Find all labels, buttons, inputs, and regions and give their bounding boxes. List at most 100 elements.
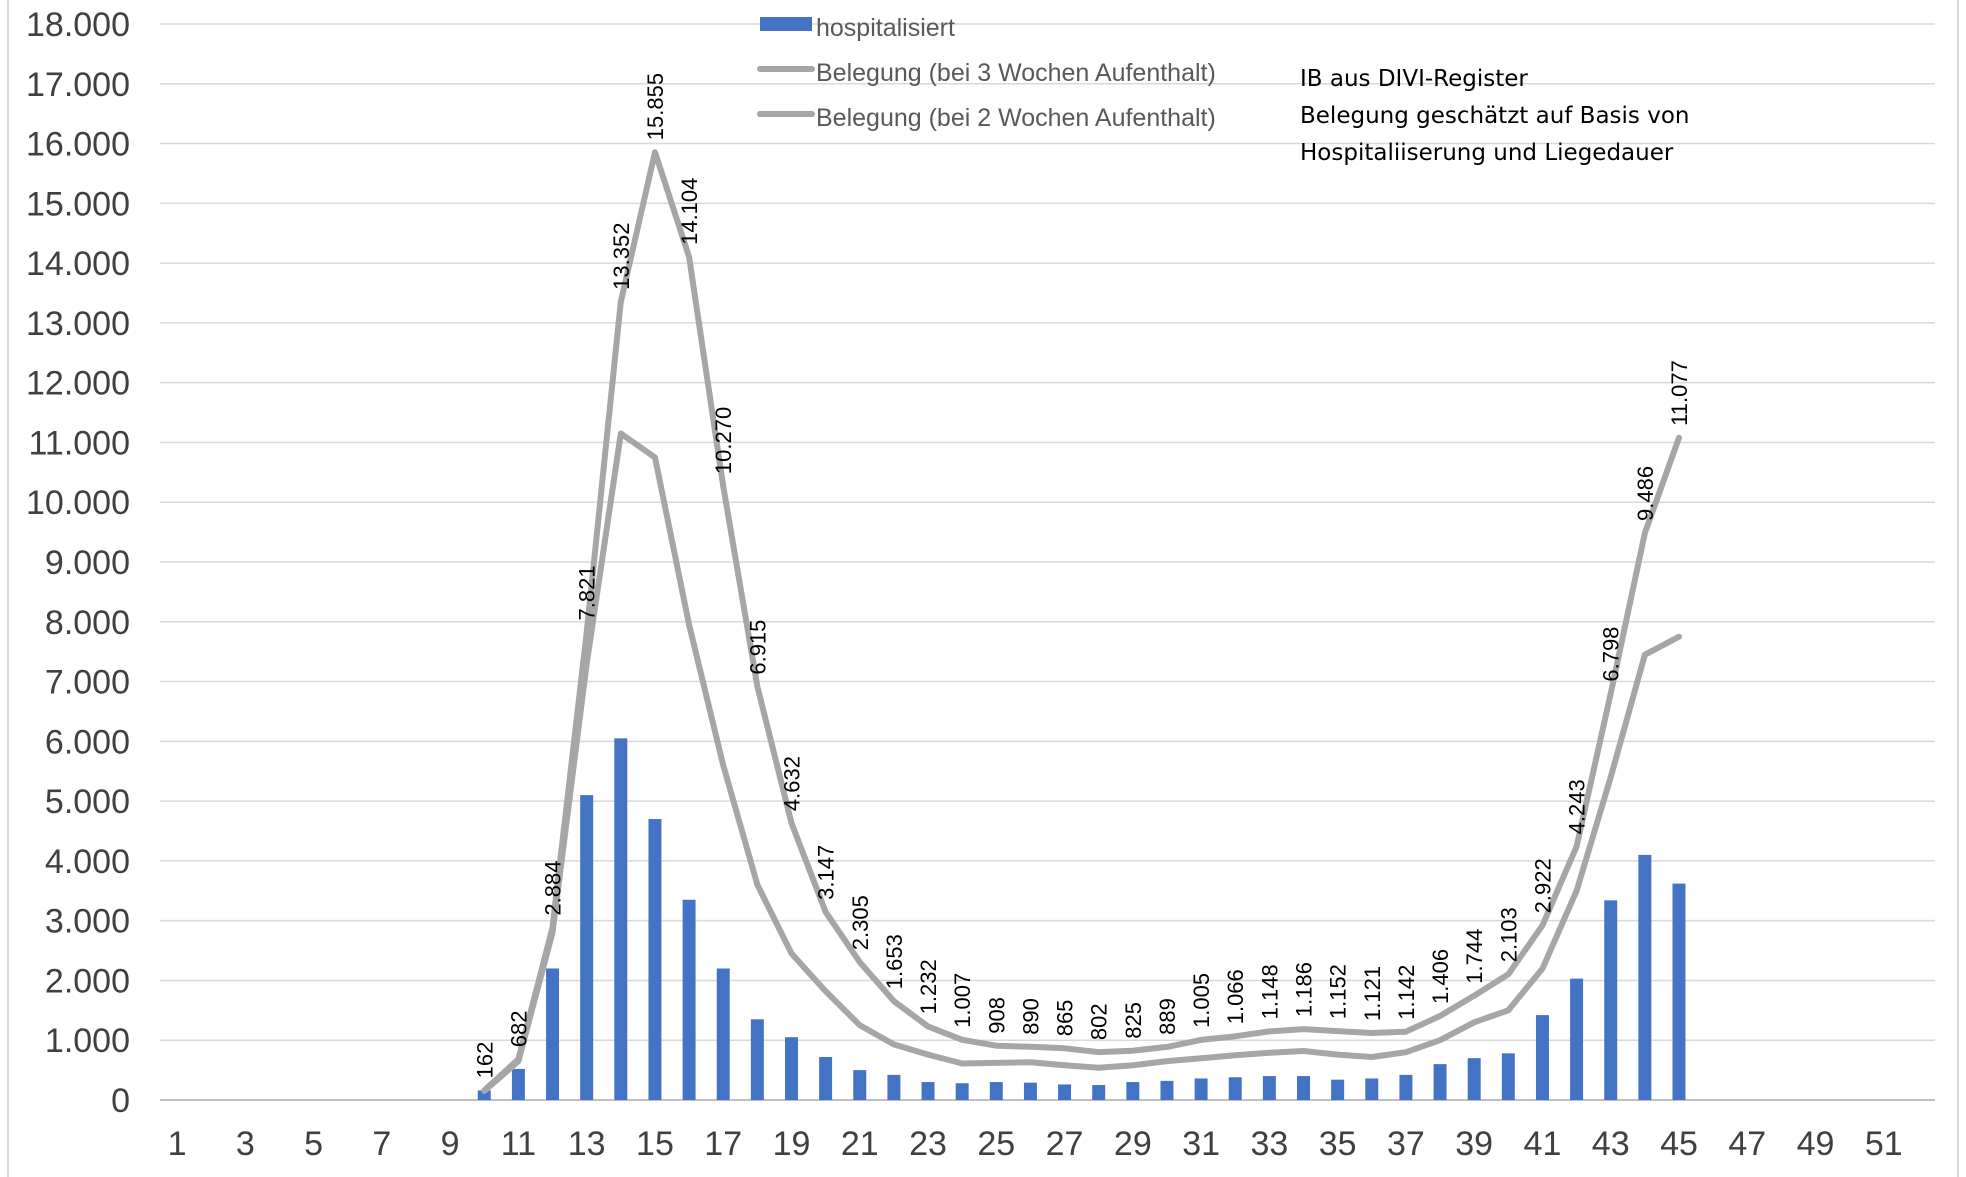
- bar: [614, 738, 628, 1100]
- data-label: 6.798: [1599, 627, 1624, 682]
- bar: [1501, 1053, 1515, 1100]
- series-line: [481, 149, 1682, 1094]
- legend-label: Belegung (bei 2 Wochen Aufenthalt): [816, 104, 1216, 132]
- y-tick-label: 15.000: [26, 185, 130, 223]
- y-tick-label: 6.000: [45, 723, 130, 761]
- legend-label: Belegung (bei 3 Wochen Aufenthalt): [816, 59, 1216, 87]
- y-axis-ticks: 0 1.000 2.000 3.000 4.000 5.000 6.000 7.000 8.00…: [26, 6, 130, 1120]
- x-tick-label: 13: [568, 1125, 606, 1163]
- bar: [785, 1037, 798, 1100]
- y-tick-label: 12.000: [26, 365, 130, 403]
- x-tick-label: 27: [1046, 1125, 1084, 1163]
- x-tick-label: 19: [773, 1125, 811, 1163]
- bar: [511, 1068, 525, 1100]
- bar: [1262, 1076, 1276, 1100]
- x-tick-label: 21: [841, 1125, 879, 1163]
- data-label: 6.915: [745, 620, 770, 675]
- bar: [1092, 1085, 1106, 1100]
- data-label: 4.243: [1565, 779, 1590, 834]
- bar: [1467, 1058, 1481, 1100]
- x-tick-label: 5: [304, 1125, 323, 1163]
- x-tick-label: 1: [168, 1125, 187, 1163]
- x-tick-label: 31: [1182, 1125, 1220, 1163]
- y-tick-label: 14.000: [26, 245, 130, 283]
- data-label: 7.821: [575, 565, 600, 620]
- data-label: 9.486: [1633, 466, 1658, 521]
- data-label: 1.005: [1189, 973, 1214, 1028]
- x-tick-label: 37: [1387, 1125, 1425, 1163]
- bar: [1126, 1082, 1140, 1100]
- annotation-line: Belegung geschätzt auf Basis von: [1300, 103, 1689, 129]
- y-tick-label: 2.000: [45, 962, 130, 1000]
- data-label: 1.186: [1292, 962, 1317, 1017]
- bar: [1535, 1015, 1549, 1100]
- data-label: 1.232: [916, 959, 941, 1014]
- bar: [921, 1082, 935, 1100]
- bar: [580, 795, 594, 1100]
- x-tick-label: 7: [372, 1125, 391, 1163]
- data-labels: 162 682 2.884 7.821 13.352 15.855 14.104 10.270…: [472, 73, 1692, 1078]
- data-label: 1.406: [1428, 949, 1453, 1004]
- series-line: [481, 430, 1682, 1094]
- bar: [887, 1074, 901, 1100]
- gridlines: [160, 23, 1935, 1101]
- data-label: 825: [1121, 1002, 1146, 1039]
- bar: [1433, 1064, 1447, 1100]
- x-tick-label: 45: [1660, 1125, 1698, 1163]
- x-axis-ticks: 1 3 5 7 9 11 13 15 17 19 21 23 25 27 29 31 33 35 37 39 41 43 4…: [168, 1125, 1903, 1163]
- x-tick-label: 23: [909, 1125, 947, 1163]
- x-tick-label: 39: [1455, 1125, 1493, 1163]
- x-tick-label: 47: [1728, 1125, 1766, 1163]
- y-tick-label: 4.000: [45, 843, 130, 881]
- annotation-line: Hospitaliiserung und Liegedauer: [1300, 140, 1674, 166]
- data-label: 4.632: [779, 756, 804, 811]
- bar: [1365, 1078, 1379, 1100]
- data-label: 1.121: [1360, 966, 1385, 1021]
- bar: [989, 1082, 1003, 1100]
- bar: [546, 968, 560, 1100]
- y-tick-label: 11.000: [29, 424, 130, 462]
- bar: [1058, 1084, 1072, 1100]
- x-tick-label: 29: [1114, 1125, 1152, 1163]
- data-label: 3.147: [814, 845, 839, 900]
- x-tick-label: 51: [1865, 1125, 1903, 1163]
- legend-label: hospitalisiert: [816, 14, 955, 42]
- axes: [7, 0, 1959, 1177]
- y-tick-label: 0: [111, 1082, 130, 1120]
- data-label: 682: [506, 1011, 531, 1048]
- y-tick-label: 13.000: [26, 305, 130, 343]
- data-label: 11.077: [1667, 360, 1692, 426]
- bar: [819, 1056, 833, 1100]
- bar: [853, 1070, 867, 1100]
- x-tick-label: 35: [1319, 1125, 1357, 1163]
- y-tick-label: 3.000: [45, 903, 130, 941]
- data-label: 2.884: [541, 861, 566, 916]
- y-tick-label: 9.000: [45, 544, 130, 582]
- bar: [1638, 854, 1652, 1100]
- legend: hospitalisiert Belegung (bei 3 Wochen Auf…: [757, 14, 1216, 132]
- bar: [648, 819, 662, 1100]
- bar: [477, 1090, 491, 1100]
- y-tick-label: 8.000: [45, 604, 130, 642]
- bar-series: [477, 738, 1686, 1100]
- data-label: 15.855: [643, 73, 668, 140]
- bar: [1023, 1082, 1037, 1100]
- data-label: 802: [1087, 1003, 1112, 1040]
- x-tick-label: 17: [704, 1125, 742, 1163]
- data-label: 10.270: [711, 407, 736, 474]
- data-label: 865: [1053, 1000, 1078, 1037]
- bar: [1297, 1076, 1310, 1100]
- bar: [1399, 1074, 1413, 1100]
- data-label: 1.744: [1462, 929, 1487, 984]
- x-tick-label: 41: [1524, 1125, 1562, 1163]
- x-tick-label: 3: [236, 1125, 255, 1163]
- data-label: 1.066: [1223, 969, 1248, 1024]
- x-tick-label: 15: [636, 1125, 674, 1163]
- data-label: 162: [472, 1042, 497, 1079]
- data-label: 2.103: [1496, 907, 1521, 962]
- data-label: 908: [984, 997, 1009, 1034]
- x-tick-label: 49: [1797, 1125, 1835, 1163]
- bar: [750, 1019, 764, 1100]
- bar: [716, 968, 730, 1100]
